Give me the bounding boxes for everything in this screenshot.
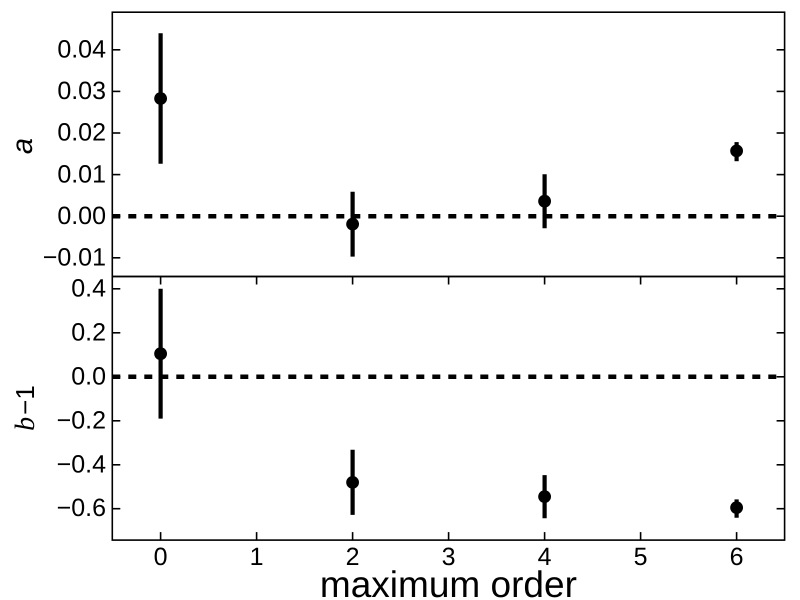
svg-text:−0.2: −0.2 bbox=[57, 406, 106, 434]
svg-text:0.00: 0.00 bbox=[57, 202, 106, 230]
svg-text:0: 0 bbox=[154, 543, 168, 571]
svg-text:maximum order: maximum order bbox=[320, 564, 577, 600]
svg-text:0.01: 0.01 bbox=[57, 160, 106, 188]
svg-text:0.03: 0.03 bbox=[57, 77, 106, 105]
svg-text:0.02: 0.02 bbox=[57, 119, 106, 147]
svg-text:5: 5 bbox=[634, 543, 648, 571]
svg-text:−0.6: −0.6 bbox=[57, 494, 106, 522]
svg-text:−0.01: −0.01 bbox=[43, 244, 106, 272]
svg-text:−0.4: −0.4 bbox=[57, 450, 106, 478]
svg-text:b−1: b−1 bbox=[10, 385, 41, 431]
svg-text:0.04: 0.04 bbox=[57, 36, 106, 64]
svg-text:0.4: 0.4 bbox=[71, 274, 106, 302]
svg-text:6: 6 bbox=[730, 543, 744, 571]
svg-text:0.2: 0.2 bbox=[71, 318, 106, 346]
svg-text:0.0: 0.0 bbox=[71, 362, 106, 390]
svg-text:1: 1 bbox=[250, 543, 264, 571]
svg-text:a: a bbox=[7, 138, 39, 154]
